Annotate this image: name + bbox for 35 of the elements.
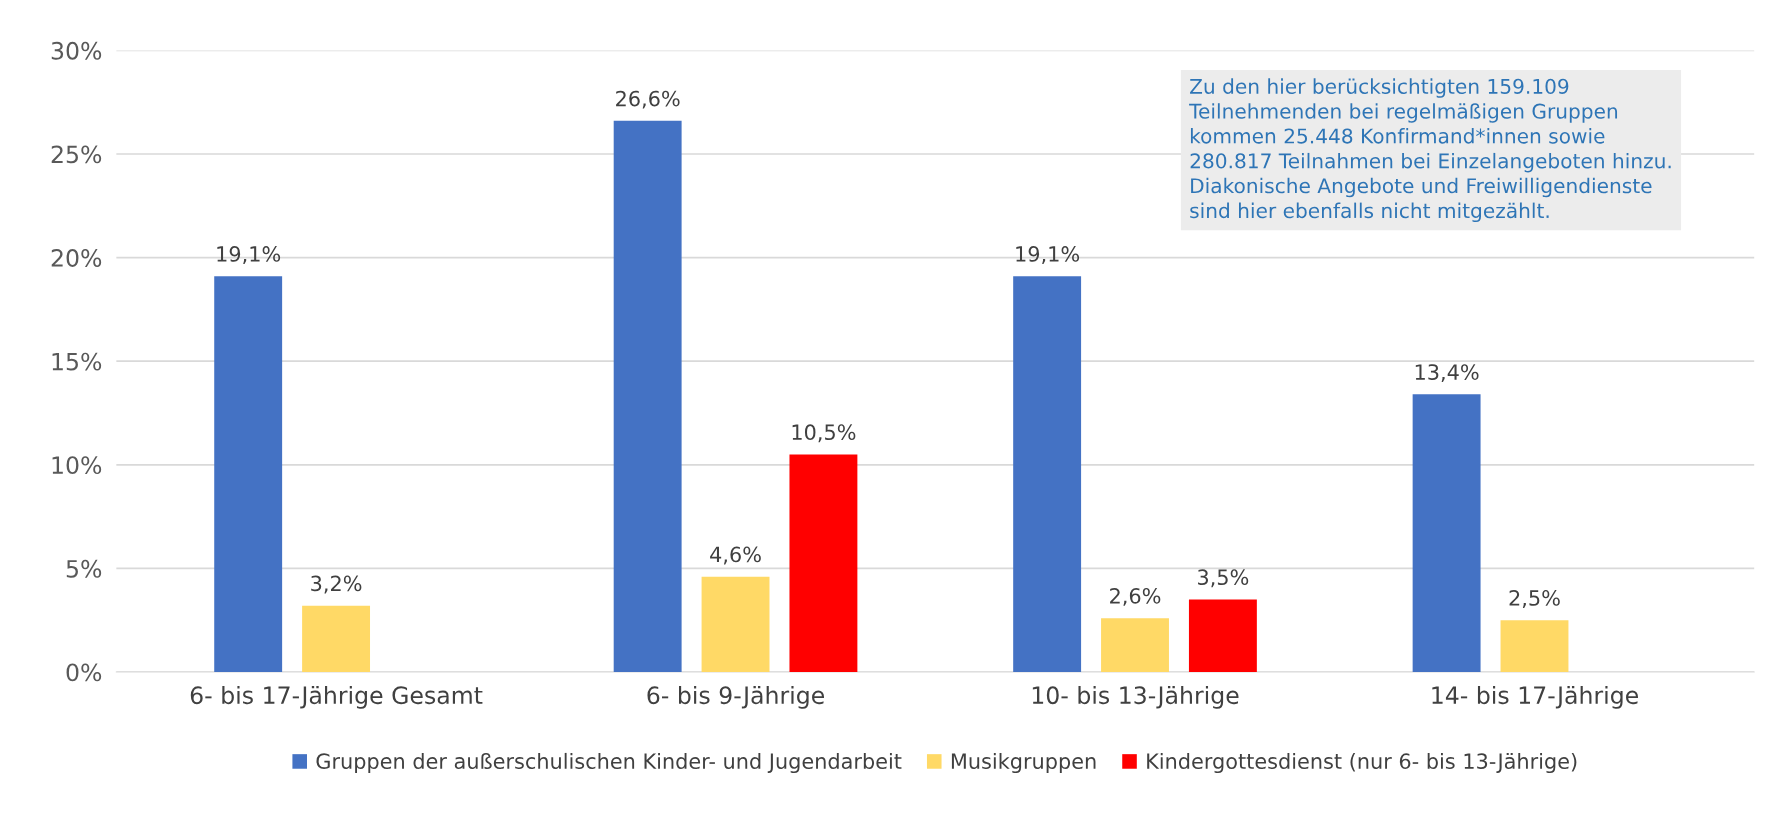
x-tick-label: 14- bis 17-Jährige [1432,685,1638,709]
y-tick-label: 10% [52,456,102,475]
data-label: 2,6% [1110,587,1161,606]
y-tick-label: 15% [52,352,102,371]
bar [789,454,858,672]
x-tick-label: 10- bis 13-Jährige [1032,685,1239,709]
legend-label: Gruppen der außerschulischen Kinder- und Jugendarbeit [316,752,902,774]
y-tick-label: 0% [66,663,102,682]
bar [214,276,283,672]
legend-label: Musikgruppen [951,752,1096,774]
bar [1101,618,1169,672]
data-label: 26,6% [616,90,680,109]
legend-label: Kindergottesdienst (nur 6- bis 13-Jährige) [1147,752,1577,774]
bar [1500,620,1569,672]
bar [1013,276,1082,672]
y-tick-label: 5% [66,559,102,578]
data-label: 3,5% [1198,569,1249,588]
bar [613,120,682,672]
data-label: 19,1% [217,246,281,264]
data-label: 19,1% [1016,246,1080,264]
bar [302,605,371,672]
data-label: 2,5% [1509,590,1560,608]
y-tick-label: 25% [51,145,102,164]
data-label: 13,4% [1415,364,1479,383]
bar [1412,394,1481,672]
x-tick-label: 6- bis 17-Jährige Gesamt [190,685,483,709]
y-tick-label: 20% [51,249,102,267]
x-tick-label: 6- bis 9-Jährige [647,685,825,709]
data-label: 3,2% [311,575,362,594]
data-label: 4,6% [710,546,761,565]
data-label: 10,5% [792,424,856,443]
bar [1188,599,1257,672]
annotation: Zu den hier berücksichtigten 159.109 Teilnehmenden bei regelmäßigen Gruppen kommen 25.448 Konfirmand*innen sowie 280.817 Teilnahmen bei Einzelangeboten hinzu. Diakonische Angebote und Freiwilligendienste sind hier ebenfalls nicht mitgezählt. [1189,78,1671,223]
bar [701,576,770,672]
y-tick-label: 30% [51,41,102,60]
